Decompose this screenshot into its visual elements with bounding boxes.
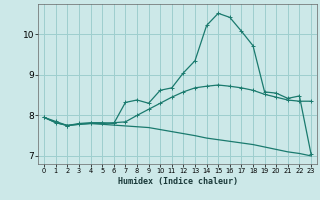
- X-axis label: Humidex (Indice chaleur): Humidex (Indice chaleur): [118, 177, 238, 186]
